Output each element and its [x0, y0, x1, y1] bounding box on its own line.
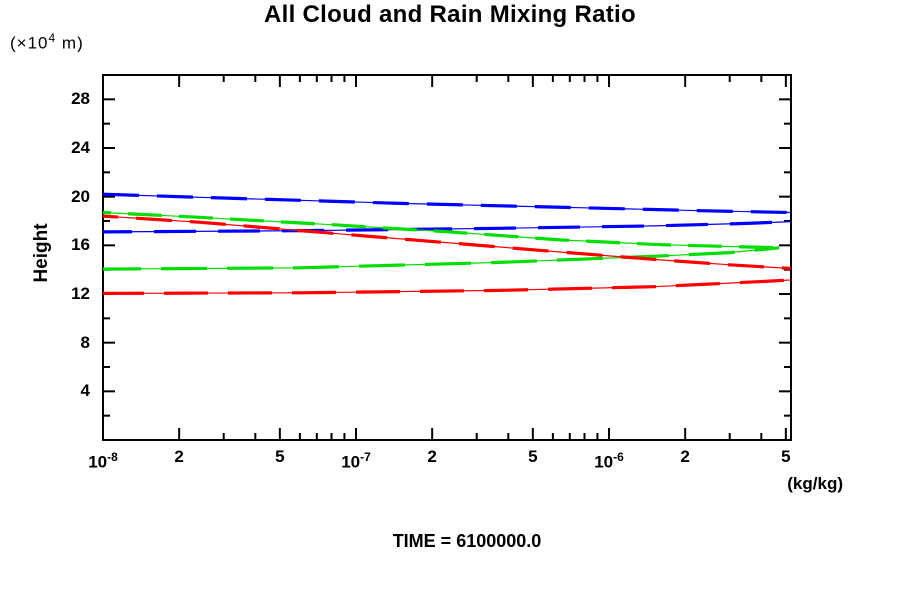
x-tick-label-main: 2 [174, 447, 184, 466]
green-lower-branch [102, 246, 780, 271]
y-tick-label: 20 [71, 186, 90, 206]
y-tick-label: 12 [71, 284, 90, 303]
plot-frame [102, 74, 792, 441]
x-tick-label-main: 10 [594, 452, 614, 472]
red-lower-branch [102, 278, 792, 295]
x-tick-label-main: 5 [781, 447, 791, 466]
x-tick-label: 5 [248, 447, 312, 467]
red-upper-branch [102, 214, 792, 271]
x-tick-label-main: 10 [341, 452, 361, 472]
x-tick-label-main: 5 [528, 447, 538, 466]
y-axis-units: (×104 m) [10, 31, 84, 54]
x-tick-label: 2 [653, 447, 717, 467]
x-tick-label-main: 5 [275, 447, 285, 466]
time-caption: TIME = 6100000.0 [392, 531, 542, 551]
x-tick-label: 2 [400, 447, 464, 467]
y-tick-label: 8 [80, 332, 90, 352]
x-tick-label-exponent: -6 [613, 450, 624, 464]
y-units-suffix: m) [56, 33, 84, 53]
green-upper-branch [102, 210, 780, 250]
x-tick-label: 2 [147, 447, 211, 467]
x-tick-label-exponent: -7 [360, 450, 371, 464]
x-tick-label: 10-6 [577, 447, 641, 473]
x-tick-label: 10-7 [324, 447, 388, 473]
x-tick-label-main: 2 [680, 447, 690, 466]
x-tick-label: 5 [501, 447, 565, 467]
x-tick-label: 10-8 [71, 447, 135, 473]
y-units-exponent: 4 [48, 31, 57, 45]
x-tick-label-main: 2 [427, 447, 437, 466]
blue-upper-branch [102, 192, 792, 215]
chart-title: All Cloud and Rain Mixing Ratio [264, 1, 636, 28]
y-units-prefix: (×10 [10, 33, 49, 53]
x-tick-label-exponent: -8 [107, 450, 118, 464]
green-lower-branch-thin [102, 247, 780, 270]
y-tick-label: 16 [71, 235, 90, 255]
blue-lower-branch [102, 220, 792, 234]
y-tick-label: 4 [80, 381, 90, 401]
x-tick-label: 5 [754, 447, 818, 467]
y-tick-label: 24 [71, 138, 90, 157]
x-tick-label-main: 10 [88, 452, 108, 472]
x-axis-units: (kg/kg) [787, 474, 843, 493]
y-tick-label: 28 [71, 89, 90, 109]
